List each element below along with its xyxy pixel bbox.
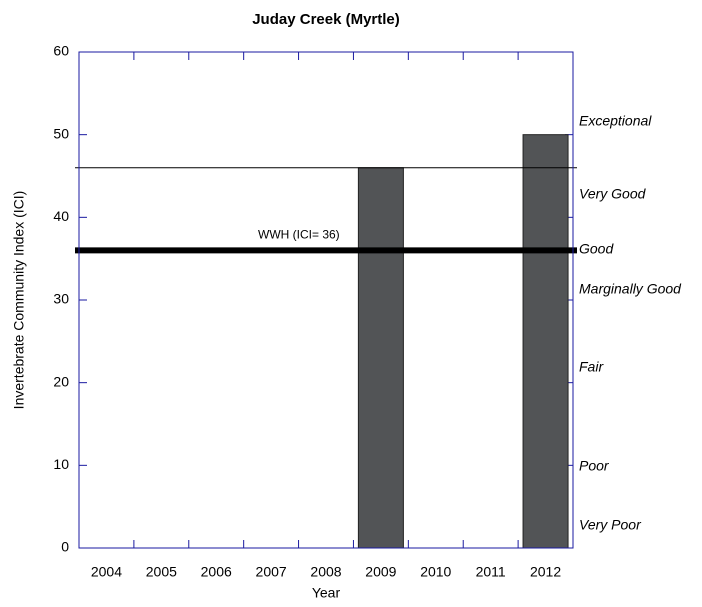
y-tick-label: 60 [53,43,69,59]
x-axis-label: Year [312,585,341,601]
chart-title: Juday Creek (Myrtle) [252,11,400,28]
rating-label: Poor [579,458,610,474]
bar [522,134,569,549]
rating-label: Fair [579,359,604,375]
y-axis-label: Invertebrate Community Index (ICI) [11,191,27,410]
bar [357,167,404,549]
y-tick-label: 30 [53,291,69,307]
x-tick-label: 2007 [256,564,287,580]
rating-label: Very Good [579,186,647,202]
x-tick-label: 2008 [310,564,341,580]
y-tick-label: 10 [53,456,69,472]
rating-label: Good [579,241,614,257]
y-tick-label: 40 [53,208,69,224]
x-tick-label: 2009 [365,564,396,580]
y-tick-label: 50 [53,125,69,141]
x-tick-label: 2004 [91,564,122,580]
x-tick-label: 2010 [420,564,451,580]
plot-frame [78,51,574,549]
reference-label: WWH (ICI= 36) [258,228,340,242]
x-tick-label: 2011 [476,564,506,580]
rating-label: Marginally Good [579,281,682,297]
y-tick-label: 0 [61,539,69,555]
y-tick-label: 20 [53,373,69,389]
rating-label: Exceptional [579,113,652,129]
x-tick-label: 2006 [201,564,232,580]
rating-label: Very Poor [579,517,642,533]
x-tick-label: 2012 [530,564,561,580]
x-tick-label: 2005 [146,564,177,580]
